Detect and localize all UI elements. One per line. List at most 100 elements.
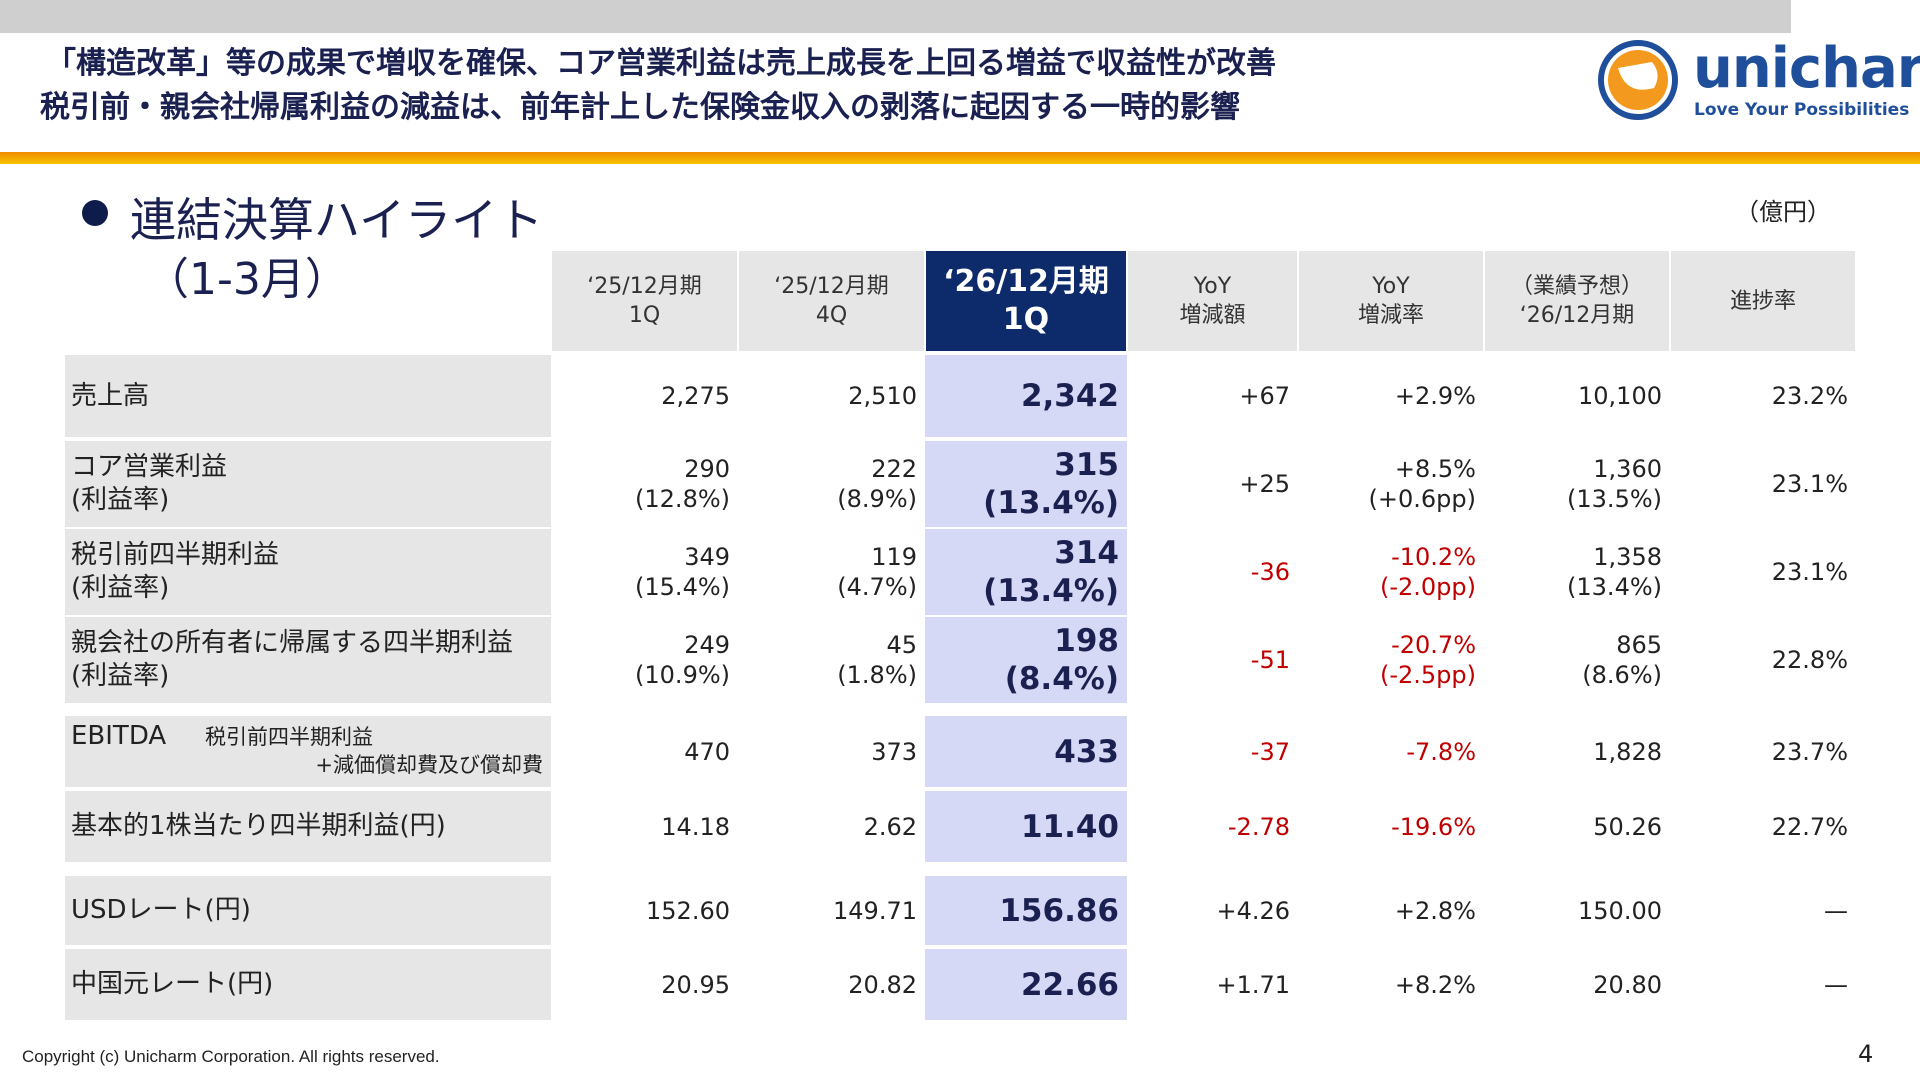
table-cell: 433 — [925, 716, 1127, 787]
cell-text: 349 — [684, 543, 730, 571]
cell-text: 1,828 — [1593, 737, 1662, 766]
table-cell: 1,828 — [1484, 716, 1670, 787]
cell-text: (-2.0pp) — [1379, 573, 1476, 601]
table-cell: 2.62 — [738, 791, 925, 862]
column-header: YoY 増減額 — [1128, 251, 1297, 351]
row-label: コア営業利益 (利益率) — [65, 441, 551, 527]
table-cell: 23.7% — [1670, 716, 1856, 787]
cell-text: 20.80 — [1593, 970, 1662, 999]
bullet — [82, 200, 108, 226]
cell-text: 税引前四半期利益 — [71, 540, 280, 570]
cell-text: -2.78 — [1227, 812, 1290, 841]
table-cell: 20.80 — [1484, 949, 1670, 1020]
cell-text: 433 — [1054, 733, 1119, 770]
cell-text: 119 — [871, 543, 917, 571]
table-cell: 373 — [738, 716, 925, 787]
unit: （億円） — [1735, 198, 1831, 226]
table-cell: +4.26 — [1127, 876, 1298, 945]
table-cell: 50.26 — [1484, 791, 1670, 862]
section-title: 連結決算ハイライト — [130, 193, 544, 247]
cell-text: 10,100 — [1578, 382, 1662, 410]
cell-text: 親会社の所有者に帰属する四半期利益 — [71, 628, 514, 658]
cell-text: (1.8%) — [837, 661, 917, 689]
row-separator — [0, 3, 1791, 6]
cell-text: -7.8% — [1406, 737, 1476, 766]
cell-text: 50.26 — [1593, 812, 1662, 841]
cell-text: +67 — [1239, 382, 1290, 410]
cell-text: — — [1824, 970, 1848, 999]
cell-text: (+0.6pp) — [1368, 485, 1476, 513]
cell-text: -36 — [1250, 558, 1290, 586]
table-cell: 2,510 — [738, 355, 925, 437]
cell-text: 22.7% — [1771, 812, 1848, 841]
cell-text: -37 — [1250, 737, 1290, 766]
cell-text: (8.9%) — [837, 485, 917, 513]
row-separator — [0, 9, 1791, 12]
table-cell: 149.71 — [738, 876, 925, 945]
table-cell: 314 (13.4%) — [925, 529, 1127, 615]
table-cell: -37 — [1127, 716, 1298, 787]
cell-text: -10.2% — [1391, 543, 1476, 571]
table-cell: +8.2% — [1298, 949, 1484, 1020]
row-label: 親会社の所有者に帰属する四半期利益 (利益率) — [65, 617, 551, 703]
cell-text: 45 — [886, 631, 917, 659]
cell-text: 314 — [1054, 535, 1119, 571]
cell-text: (8.6%) — [1582, 661, 1662, 689]
header-bar — [0, 152, 1920, 164]
table-cell: — — [1670, 949, 1856, 1020]
table-cell: 865 (8.6%) — [1484, 617, 1670, 703]
cell-text: 1Q — [1002, 302, 1050, 337]
column-header: YoY 増減率 — [1299, 251, 1483, 351]
cell-text: 198 — [1054, 623, 1119, 659]
cell-text: 11.40 — [1020, 808, 1119, 845]
table-cell: 349 (15.4%) — [551, 529, 738, 615]
cell-text: (8.4%) — [1004, 661, 1119, 697]
copyright: Copyright (c) Unicharm Corporation. All … — [22, 1047, 440, 1066]
cell-text: +8.5% — [1394, 455, 1476, 483]
table-cell: 20.82 — [738, 949, 925, 1020]
cell-text: 売上高 — [71, 380, 150, 411]
table-cell: 150.00 — [1484, 876, 1670, 945]
table-cell: 290 (12.8%) — [551, 441, 738, 527]
cell-text: 基本的1株当たり四半期利益(円) — [71, 811, 446, 841]
cell-text: +25 — [1239, 470, 1290, 498]
table-cell: 198 (8.4%) — [925, 617, 1127, 703]
cell-text: 増減額 — [1179, 303, 1246, 328]
cell-text: 23.1% — [1771, 470, 1848, 498]
cell-text: 14.18 — [661, 812, 730, 841]
cell-text: +1.71 — [1216, 970, 1290, 999]
page-number: 4 — [1858, 1040, 1874, 1068]
table-cell: 23.1% — [1670, 441, 1856, 527]
cell-text: +4.26 — [1216, 896, 1290, 925]
logo-name: unicharm — [1693, 36, 1920, 101]
cell-text: 進捗率 — [1729, 288, 1796, 314]
table-cell: -51 — [1127, 617, 1298, 703]
headline: 「構造改革」等の成果で増収を確保、コア営業利益は売上成長を上回る増益で収益性が改… — [46, 46, 1276, 81]
table-cell: 10,100 — [1484, 355, 1670, 437]
cell-text: 222 — [871, 455, 917, 483]
table-cell: +25 — [1127, 441, 1298, 527]
cell-text: 1,358 — [1593, 543, 1662, 571]
cell-text: -20.7% — [1391, 631, 1476, 659]
table-cell: 45 (1.8%) — [738, 617, 925, 703]
column-header: ‘25/12月期 4Q — [739, 251, 924, 351]
row-label: 税引前四半期利益 (利益率) — [65, 529, 551, 615]
cell-text: -19.6% — [1391, 812, 1476, 841]
cell-text: 20.82 — [848, 970, 917, 999]
cell-text: 22.8% — [1771, 646, 1848, 674]
section-subtitle: （1-3月） — [145, 254, 349, 305]
table-cell: 14.18 — [551, 791, 738, 862]
row-separator — [0, 15, 1791, 18]
table-cell: 2,342 — [925, 355, 1127, 437]
cell-text: +2.9% — [1394, 382, 1476, 410]
table-cell: -36 — [1127, 529, 1298, 615]
cell-text: 23.2% — [1771, 382, 1848, 410]
row-separator — [0, 30, 1791, 33]
cell-text: (15.4%) — [635, 573, 730, 601]
cell-text: +8.2% — [1394, 970, 1476, 999]
table-cell: +67 — [1127, 355, 1298, 437]
cell-text: (利益率) — [71, 661, 170, 691]
cell-text: (4.7%) — [837, 573, 917, 601]
table-cell: 470 — [551, 716, 738, 787]
